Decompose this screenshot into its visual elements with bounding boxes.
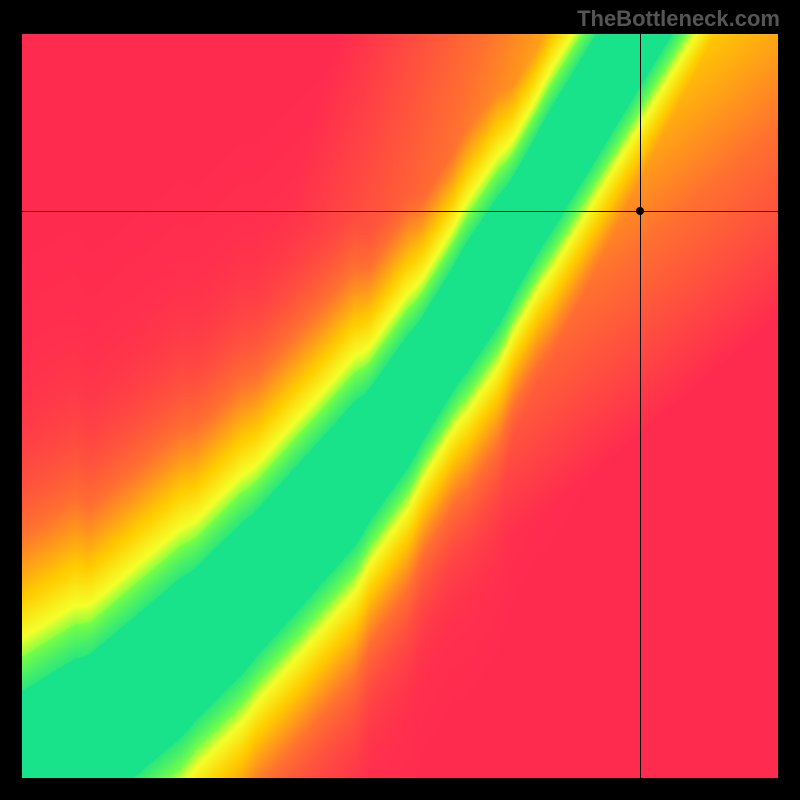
marker-dot [636,207,644,215]
heatmap-canvas [22,34,778,778]
chart-container: TheBottleneck.com [0,0,800,800]
crosshair-vertical [640,34,641,778]
watermark-text: TheBottleneck.com [577,6,780,32]
plot-area [22,34,778,778]
crosshair-horizontal [22,211,778,212]
